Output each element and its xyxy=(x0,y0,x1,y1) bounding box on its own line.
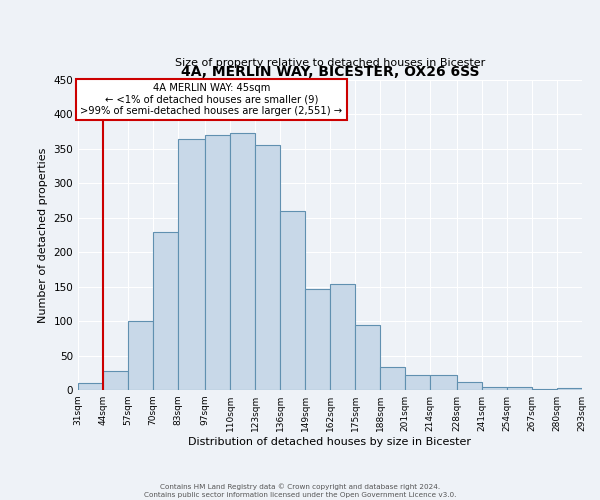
Title: 4A, MERLIN WAY, BICESTER, OX26 6SS: 4A, MERLIN WAY, BICESTER, OX26 6SS xyxy=(181,65,479,79)
Bar xyxy=(355,324,380,390)
Text: Contains HM Land Registry data © Crown copyright and database right 2024.
Contai: Contains HM Land Registry data © Crown c… xyxy=(144,484,456,498)
Bar xyxy=(255,145,280,390)
Bar xyxy=(507,386,532,390)
Bar xyxy=(482,386,507,390)
Bar xyxy=(430,375,457,390)
Bar xyxy=(178,138,205,390)
Bar xyxy=(230,133,255,390)
Y-axis label: Number of detached properties: Number of detached properties xyxy=(38,148,48,322)
Bar xyxy=(153,232,178,390)
Bar xyxy=(557,388,582,390)
Bar xyxy=(280,211,305,390)
Bar xyxy=(103,370,128,390)
Bar xyxy=(305,288,330,390)
Bar xyxy=(78,383,103,390)
Text: 4A MERLIN WAY: 45sqm
← <1% of detached houses are smaller (9)
>99% of semi-detac: 4A MERLIN WAY: 45sqm ← <1% of detached h… xyxy=(80,83,343,116)
Bar xyxy=(457,382,482,390)
Bar xyxy=(330,284,355,390)
X-axis label: Distribution of detached houses by size in Bicester: Distribution of detached houses by size … xyxy=(188,437,472,447)
Bar xyxy=(205,135,230,390)
Bar xyxy=(405,375,430,390)
Bar xyxy=(380,368,405,390)
Bar xyxy=(128,321,153,390)
Text: Size of property relative to detached houses in Bicester: Size of property relative to detached ho… xyxy=(175,58,485,68)
